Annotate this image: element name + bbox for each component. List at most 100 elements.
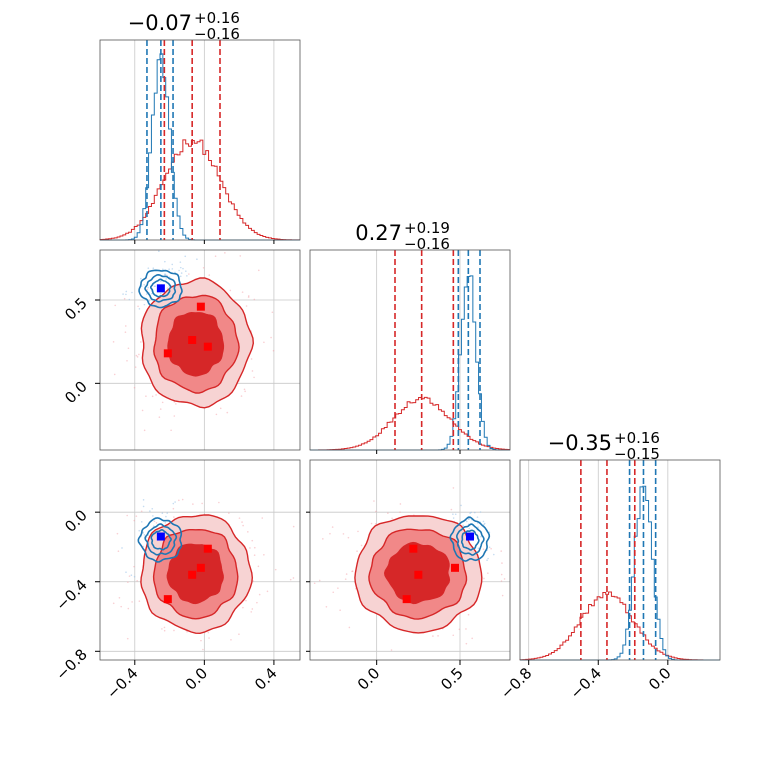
sample-dot-red (166, 287, 169, 289)
contour-red-inner (167, 311, 225, 377)
sample-dot-red (114, 304, 117, 307)
sample-dot-red (360, 544, 363, 547)
sample-dot-blue (164, 260, 166, 263)
sample-dot-blue (479, 511, 482, 513)
sample-dot-red (207, 631, 210, 634)
contour-blue-outer (138, 269, 183, 309)
sample-dot-blue (130, 574, 133, 577)
sample-dot-blue (133, 575, 136, 578)
contour-blue-middle (144, 273, 177, 303)
sample-dot-red (253, 376, 255, 379)
panel-2d-content (313, 487, 506, 651)
y-tick-label: −0.8 (52, 645, 90, 683)
sample-dot-blue (184, 255, 187, 258)
sample-dot-red (348, 626, 351, 629)
sample-dot-blue (147, 286, 149, 289)
sample-dot-red (500, 573, 503, 576)
sample-dot-red (292, 525, 295, 528)
sample-dot-red (274, 568, 277, 571)
sample-dot-red (247, 296, 250, 298)
panel-title-value: −0.35 (548, 431, 612, 455)
sample-dot-red (230, 638, 232, 641)
sample-dot-red (344, 578, 347, 580)
marker-blue-square (156, 284, 165, 293)
sample-dot-red (112, 341, 115, 343)
sample-dot-red (256, 601, 258, 604)
sample-dot-blue (150, 292, 153, 295)
sample-dot-red (244, 390, 246, 393)
sample-dot-blue (179, 261, 182, 263)
sample-dot-blue (152, 515, 154, 517)
sample-dot-red (465, 642, 468, 645)
sample-dot-red (351, 570, 354, 572)
sample-dot-blue (480, 535, 482, 538)
contour-blue-inner (461, 529, 480, 551)
sample-dot-red (452, 634, 455, 637)
sample-dot-red (329, 532, 331, 535)
marker-red-square (414, 570, 423, 579)
sample-dot-blue (166, 512, 169, 514)
sample-dot-red (250, 611, 253, 613)
sample-dot-red (251, 539, 254, 542)
sample-dot-blue (142, 532, 144, 534)
sample-dot-red (261, 517, 264, 519)
panel-title-plus: +0.16 (614, 429, 660, 447)
sample-dot-blue (161, 512, 164, 515)
sample-dot-blue (179, 266, 182, 269)
sample-dot-red (126, 514, 129, 517)
sample-dot-red (391, 517, 393, 520)
y-tick-label: 0.5 (61, 294, 91, 324)
sample-dot-red (143, 429, 146, 432)
sample-dot-blue (125, 290, 128, 293)
panel-title-minus: −0.16 (404, 235, 450, 253)
sample-dot-red (253, 546, 256, 549)
sample-dot-red (141, 409, 144, 412)
sample-dot-red (133, 565, 135, 568)
sample-dot-red (339, 609, 341, 612)
contour-blue-inner (150, 278, 172, 298)
sample-dot-blue (162, 268, 164, 271)
sample-dot-blue (138, 529, 141, 532)
sample-dot-red (181, 498, 184, 501)
sample-dot-blue (143, 283, 146, 286)
sample-dot-red (239, 255, 242, 257)
sample-dot-red (487, 572, 489, 574)
sample-dot-red (151, 395, 154, 398)
sample-dot-red (245, 305, 248, 307)
sample-dot-red (131, 601, 133, 603)
sample-dot-red (253, 554, 256, 556)
sample-dot-blue (122, 293, 124, 295)
histogram-blue-step (100, 53, 300, 241)
sample-dot-red (173, 415, 176, 417)
sample-dot-blue (179, 275, 182, 278)
sample-dot-red (226, 411, 229, 414)
sample-dot-red (240, 395, 243, 397)
sample-dot-red (503, 578, 506, 580)
sample-dot-red (318, 579, 321, 582)
y-tick-label: 0.0 (61, 377, 91, 407)
sample-dot-red (228, 512, 230, 514)
y-tick-label: −0.4 (52, 576, 90, 614)
sample-dot-blue (452, 513, 454, 515)
sample-dot-red (155, 394, 157, 396)
sample-dot-red (142, 545, 145, 548)
sample-dot-red (253, 298, 256, 301)
x-tick-label: 0.0 (645, 664, 675, 694)
sample-dot-blue (128, 298, 131, 301)
sample-dot-red (175, 403, 177, 405)
data-layer (99, 40, 720, 661)
contour-blue-middle (144, 523, 178, 556)
sample-dot-blue (178, 269, 180, 272)
marker-red-square (196, 563, 205, 572)
sample-dot-blue (174, 501, 176, 503)
sample-dot-red (135, 515, 138, 517)
sample-dot-blue (152, 267, 155, 270)
marker-blue-square (156, 532, 165, 541)
histogram-blue-step (520, 485, 720, 661)
marker-red-square (163, 349, 172, 358)
sample-dot-red (127, 607, 130, 610)
marker-red-square (188, 336, 197, 344)
panel-frame-diagonal (99, 39, 301, 241)
panel-title-plus: +0.16 (194, 9, 240, 27)
